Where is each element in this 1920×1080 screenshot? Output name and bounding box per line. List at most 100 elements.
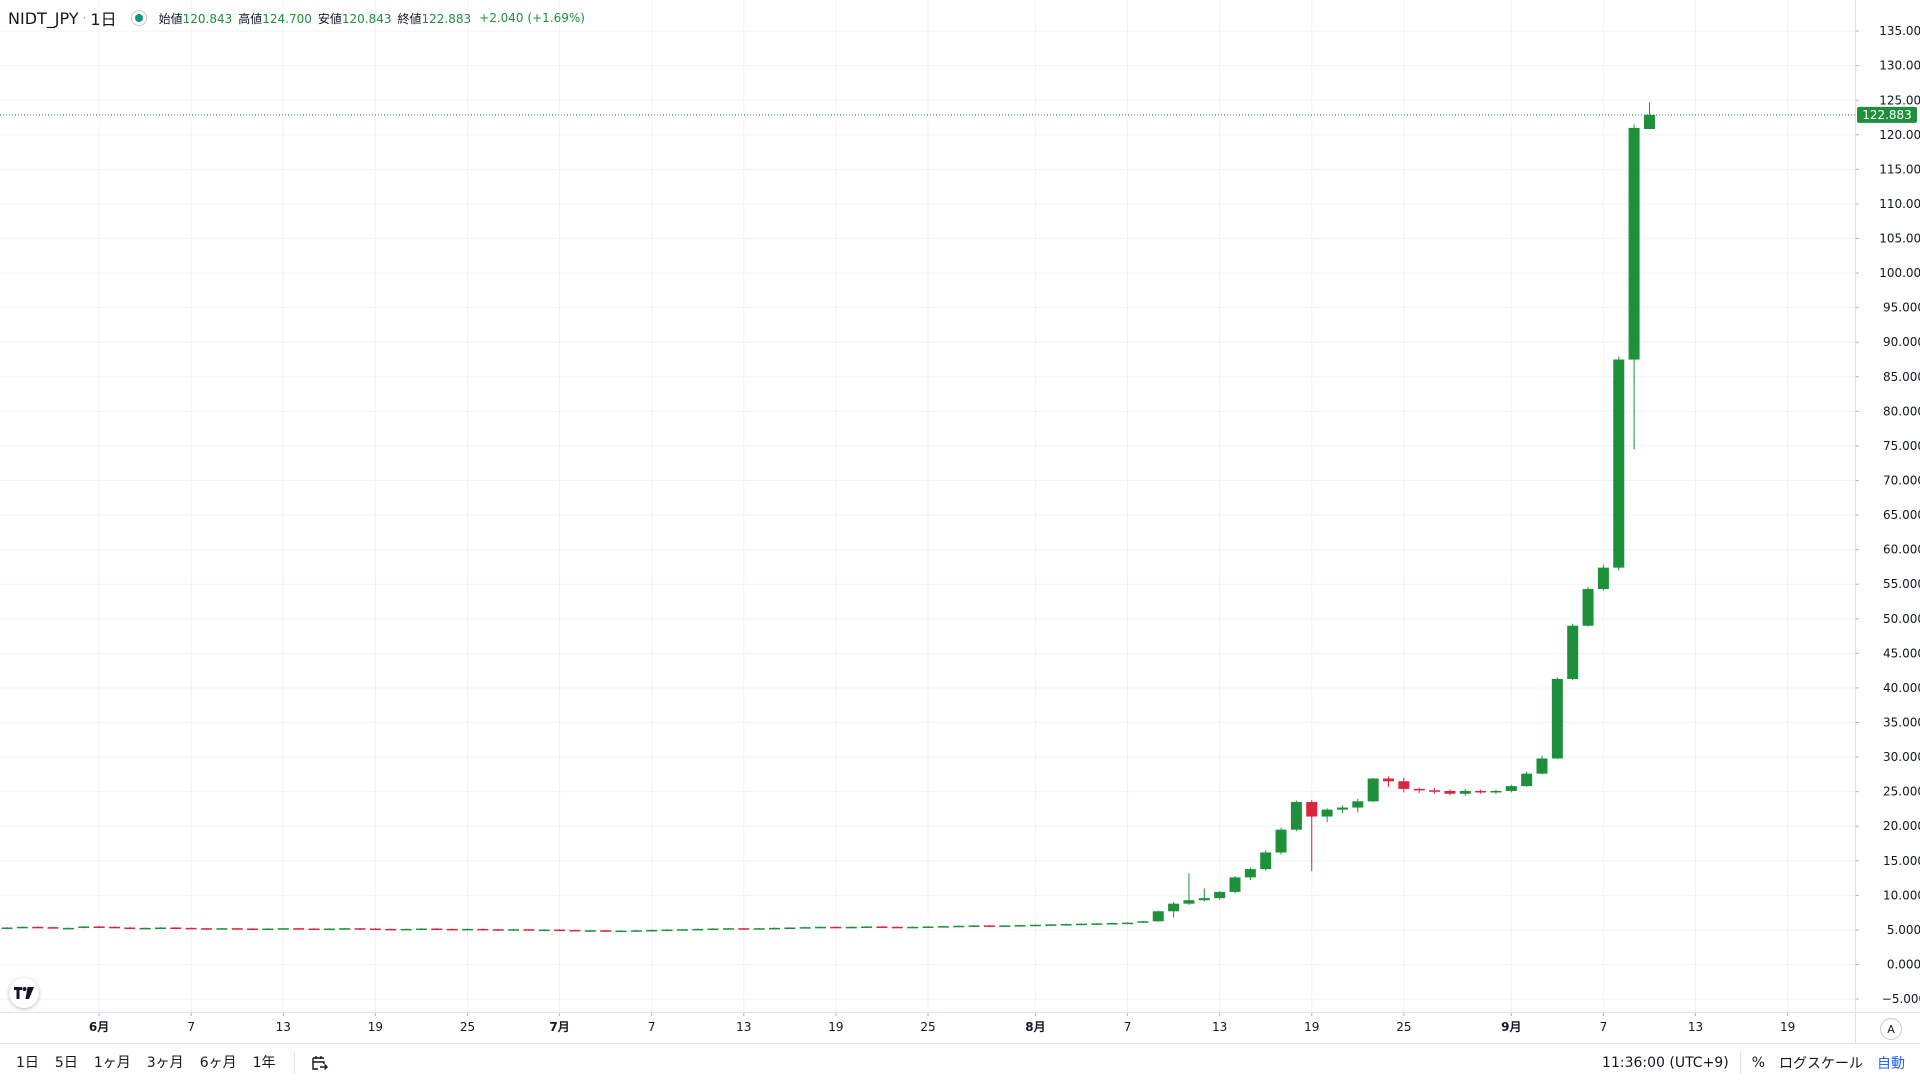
candle[interactable] bbox=[1183, 873, 1195, 906]
candle[interactable] bbox=[139, 927, 151, 930]
candle[interactable] bbox=[1521, 771, 1533, 787]
candle[interactable] bbox=[62, 927, 74, 930]
range-6m-button[interactable]: 6ヶ月 bbox=[199, 1054, 237, 1071]
candle[interactable] bbox=[277, 927, 289, 930]
candle[interactable] bbox=[262, 928, 274, 931]
candle[interactable] bbox=[124, 927, 136, 930]
candle[interactable] bbox=[1413, 787, 1425, 794]
candle[interactable] bbox=[323, 928, 335, 931]
candle[interactable] bbox=[47, 926, 59, 929]
candle[interactable] bbox=[999, 925, 1011, 927]
candle[interactable] bbox=[93, 925, 105, 928]
candle[interactable] bbox=[1628, 124, 1640, 450]
candle[interactable] bbox=[170, 927, 182, 930]
candle[interactable] bbox=[1367, 777, 1379, 803]
candle[interactable] bbox=[876, 926, 888, 928]
candle[interactable] bbox=[1198, 888, 1210, 902]
candle[interactable] bbox=[661, 929, 673, 932]
candle[interactable] bbox=[108, 926, 120, 929]
candle[interactable] bbox=[1551, 677, 1563, 760]
candle[interactable] bbox=[815, 926, 827, 929]
candle[interactable] bbox=[385, 928, 397, 931]
candle[interactable] bbox=[523, 928, 535, 931]
candle[interactable] bbox=[600, 929, 612, 932]
candle[interactable] bbox=[845, 926, 857, 929]
range-1y-button[interactable]: 1年 bbox=[252, 1054, 276, 1071]
candle[interactable] bbox=[339, 927, 351, 930]
candle[interactable] bbox=[1014, 924, 1026, 927]
candle[interactable] bbox=[231, 927, 243, 930]
percent-scale-toggle[interactable]: % bbox=[1751, 1054, 1765, 1071]
candle[interactable] bbox=[722, 927, 734, 930]
candle[interactable] bbox=[1429, 788, 1441, 794]
candle[interactable] bbox=[1, 927, 13, 930]
candle[interactable] bbox=[1214, 891, 1226, 900]
candle[interactable] bbox=[554, 929, 566, 932]
candle[interactable] bbox=[1091, 923, 1103, 925]
market-status-icon[interactable] bbox=[130, 10, 147, 26]
candle[interactable] bbox=[1336, 805, 1348, 814]
candle[interactable] bbox=[1613, 356, 1625, 571]
candle[interactable] bbox=[1106, 922, 1118, 925]
candle[interactable] bbox=[431, 928, 443, 931]
candle[interactable] bbox=[1152, 910, 1164, 922]
candle[interactable] bbox=[1643, 102, 1655, 129]
candle[interactable] bbox=[1352, 798, 1364, 813]
candle[interactable] bbox=[308, 928, 320, 931]
candle[interactable] bbox=[1383, 776, 1394, 787]
candle[interactable] bbox=[1168, 902, 1180, 918]
candle[interactable] bbox=[400, 928, 412, 931]
candle[interactable] bbox=[830, 926, 842, 929]
candle[interactable] bbox=[369, 928, 381, 931]
candle[interactable] bbox=[569, 929, 581, 932]
calendar-range-icon[interactable] bbox=[307, 1049, 333, 1077]
candle[interactable] bbox=[676, 928, 688, 931]
candle[interactable] bbox=[462, 928, 473, 931]
price-chart[interactable]: 122.883 135.000130.000125.000120.000115.… bbox=[0, 0, 1920, 1043]
candle[interactable] bbox=[32, 926, 44, 929]
candle[interactable] bbox=[891, 926, 903, 929]
candle[interactable] bbox=[1536, 755, 1548, 775]
candle[interactable] bbox=[477, 928, 489, 931]
axis-auto-button[interactable]: A bbox=[1880, 1018, 1902, 1040]
range-1d-button[interactable]: 1日 bbox=[16, 1054, 39, 1071]
candle[interactable] bbox=[799, 926, 811, 929]
candle[interactable] bbox=[1060, 923, 1072, 926]
candle[interactable] bbox=[1582, 586, 1594, 627]
candle[interactable] bbox=[1137, 920, 1149, 924]
symbol-name[interactable]: NIDT_JPY bbox=[8, 8, 79, 28]
candle[interactable] bbox=[584, 929, 596, 932]
candle[interactable] bbox=[1490, 789, 1502, 794]
candle[interactable] bbox=[738, 927, 750, 930]
candle[interactable] bbox=[861, 926, 873, 928]
candle[interactable] bbox=[1290, 800, 1302, 832]
candle[interactable] bbox=[1398, 777, 1410, 793]
log-scale-toggle[interactable]: ログスケール bbox=[1779, 1055, 1863, 1072]
candle[interactable] bbox=[769, 927, 780, 930]
candle[interactable] bbox=[1321, 808, 1333, 823]
candle[interactable] bbox=[692, 928, 704, 931]
candle[interactable] bbox=[707, 928, 719, 931]
candle[interactable] bbox=[968, 925, 980, 927]
candle[interactable] bbox=[293, 927, 305, 930]
candle[interactable] bbox=[201, 927, 213, 930]
candle[interactable] bbox=[1244, 867, 1256, 881]
candle[interactable] bbox=[216, 927, 228, 930]
candle[interactable] bbox=[538, 929, 550, 932]
candle[interactable] bbox=[415, 928, 427, 931]
range-3m-button[interactable]: 3ヶ月 bbox=[146, 1054, 184, 1071]
candle[interactable] bbox=[1459, 788, 1471, 796]
candle[interactable] bbox=[492, 928, 504, 931]
candle[interactable] bbox=[1505, 784, 1517, 793]
candle[interactable] bbox=[155, 927, 166, 930]
candle[interactable] bbox=[953, 925, 965, 928]
candle[interactable] bbox=[508, 928, 520, 931]
candle[interactable] bbox=[185, 927, 197, 930]
candle[interactable] bbox=[646, 929, 658, 932]
candle[interactable] bbox=[1045, 924, 1057, 926]
interval-label[interactable]: 1日 bbox=[90, 10, 117, 29]
candle[interactable] bbox=[1275, 827, 1287, 855]
candle[interactable] bbox=[16, 926, 28, 929]
candle[interactable] bbox=[983, 925, 995, 927]
candle[interactable] bbox=[1597, 564, 1609, 591]
